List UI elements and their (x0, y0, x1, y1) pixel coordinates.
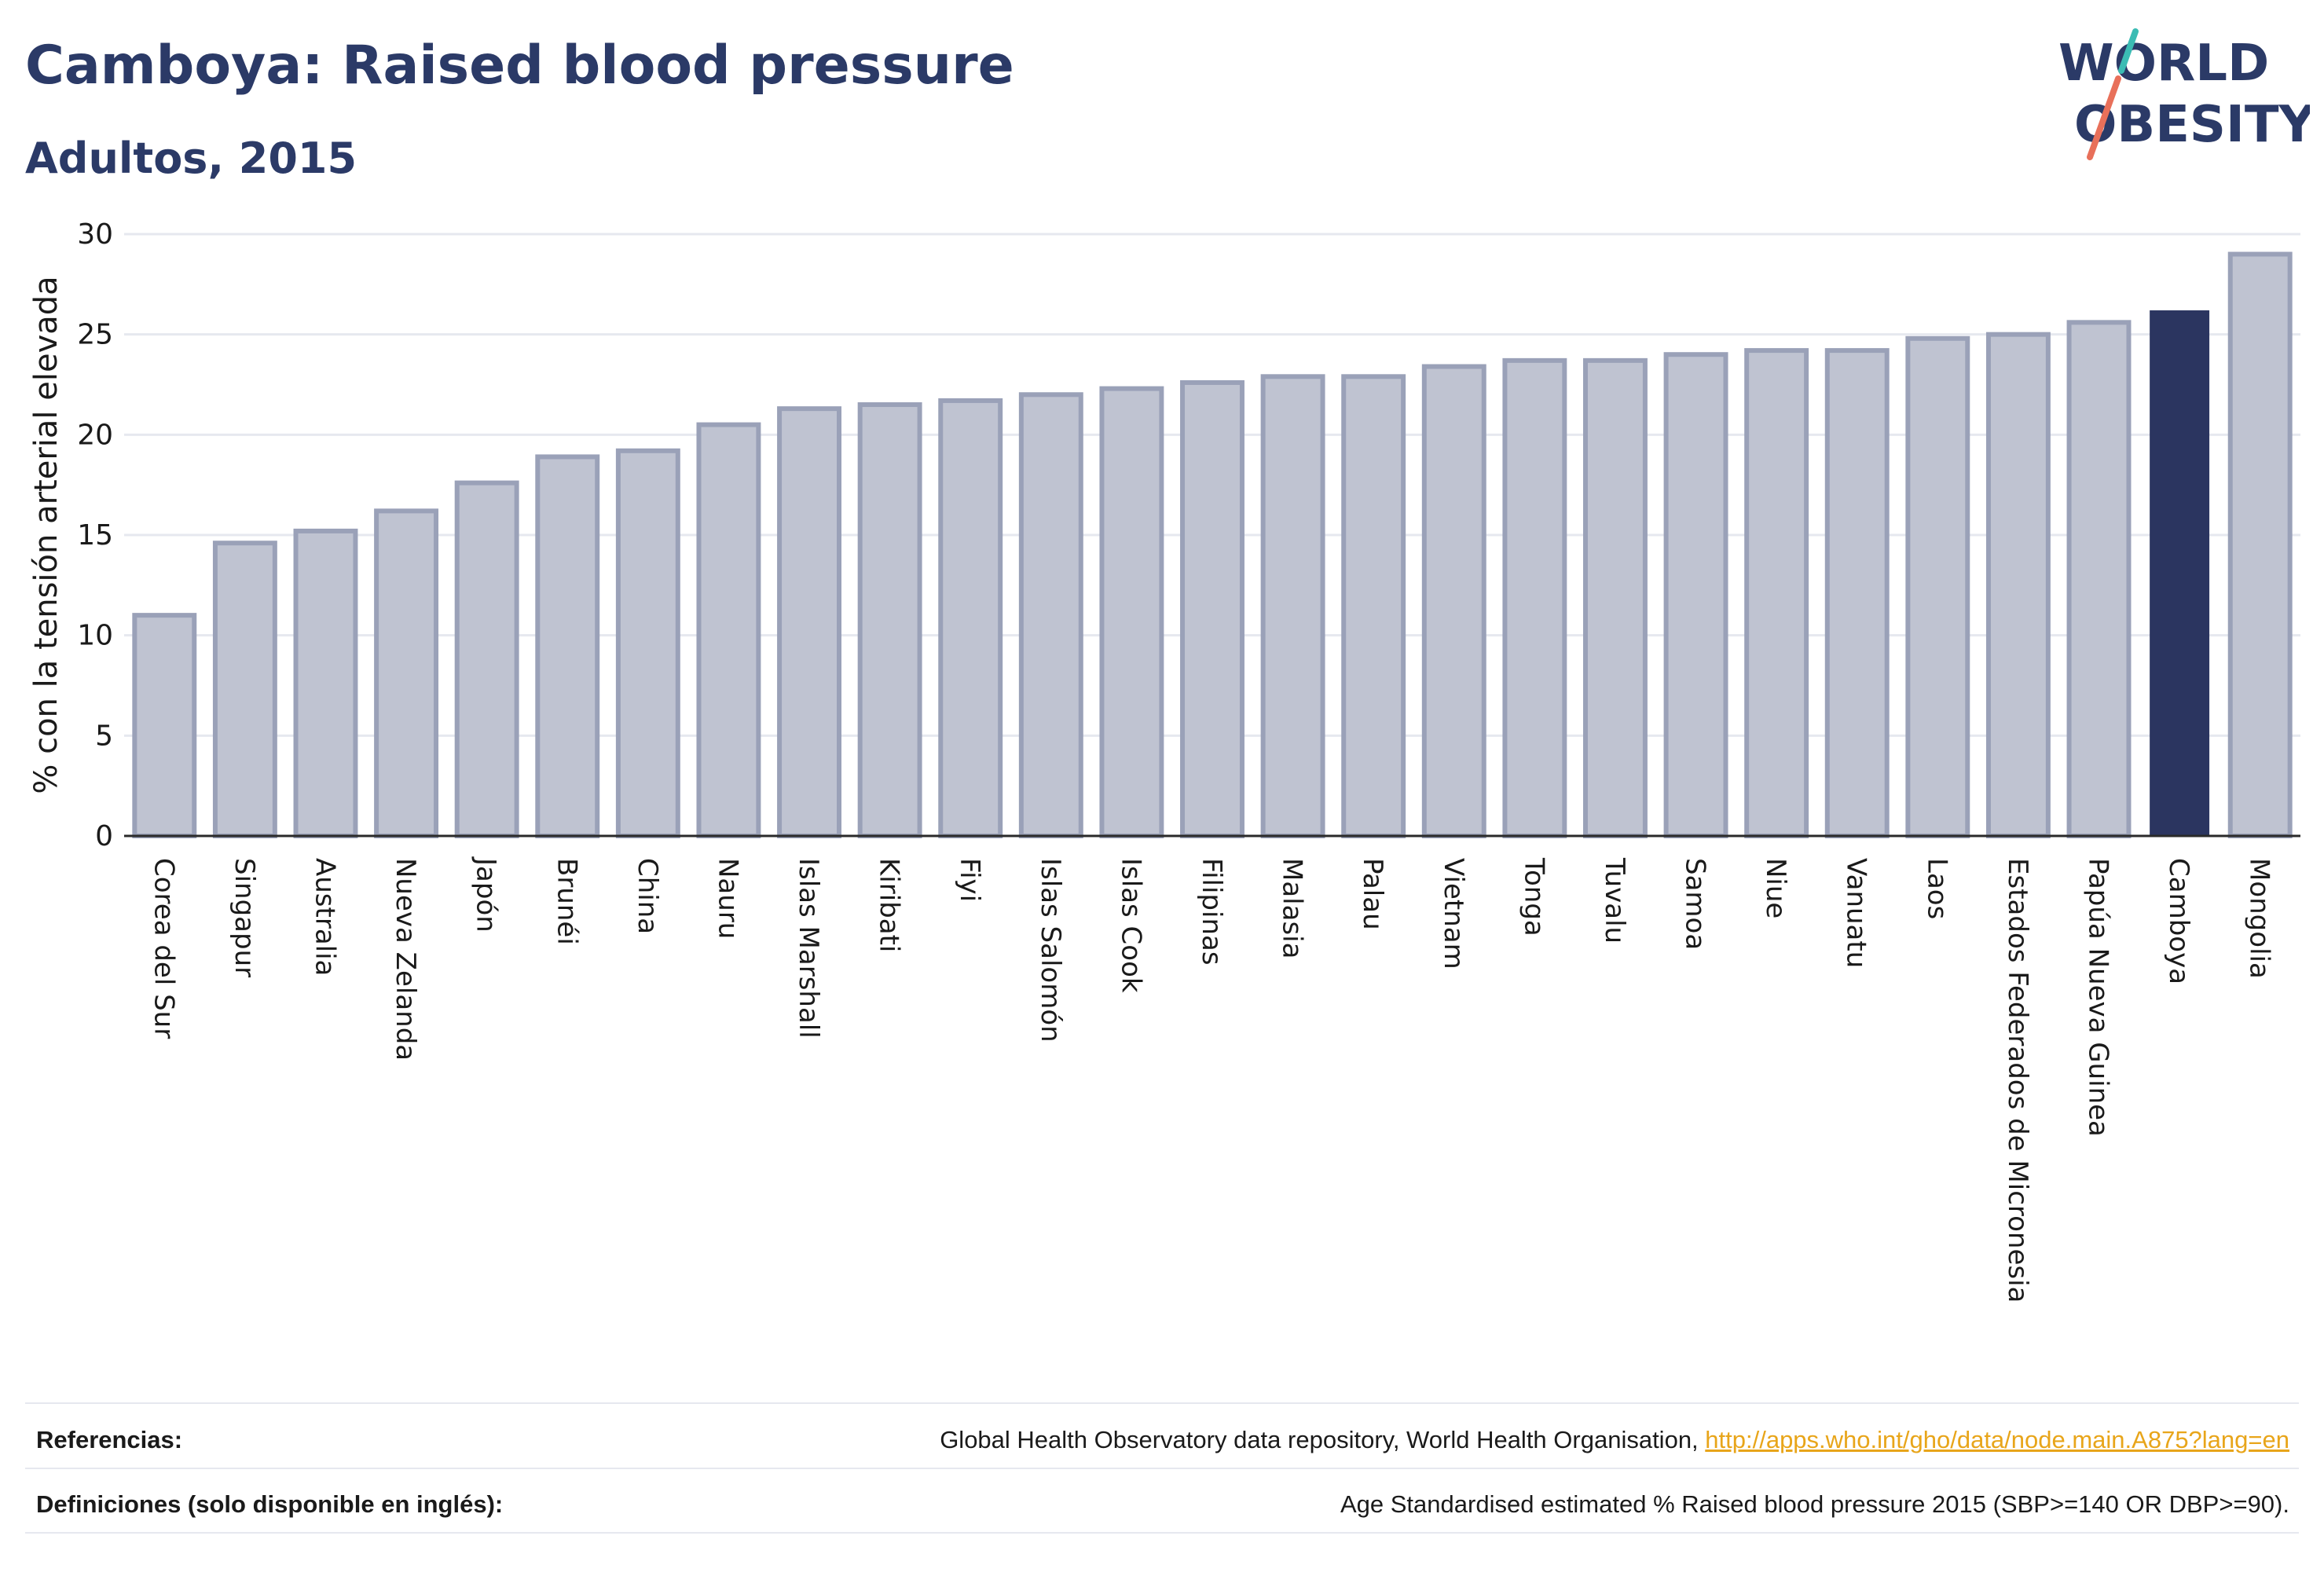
footer-divider-top (25, 1402, 2299, 1404)
chart-title: Camboya: Raised blood pressure (25, 35, 1014, 97)
bar (1502, 357, 1567, 838)
definitions-text: Age Standardised estimated % Raised bloo… (1340, 1490, 2289, 1518)
bar (132, 613, 197, 839)
bar (1905, 335, 1970, 839)
x-tick-label: Islas Marshall (793, 858, 824, 1039)
bar (535, 454, 600, 838)
bar (1824, 348, 1890, 838)
y-tick-label: 5 (95, 720, 113, 752)
bar (1744, 348, 1809, 838)
x-tick-label: Australia (309, 858, 340, 976)
x-tick-label: Corea del Sur (148, 858, 179, 1039)
x-tick-label: Samoa (1680, 858, 1711, 950)
x-tick-label: China (632, 858, 663, 934)
x-tick-label: Vanuatu (1841, 858, 1872, 968)
bar (1260, 374, 1325, 838)
bar (2227, 251, 2293, 838)
world-obesity-logo: WORLD OBESITY (2058, 28, 2310, 160)
chart-subtitle: Adultos, 2015 (25, 134, 357, 183)
bar (1099, 386, 1164, 838)
footer-divider-middle (25, 1468, 2299, 1469)
x-tick-label: Palau (1357, 858, 1388, 930)
bar (293, 528, 358, 838)
bar (938, 398, 1003, 838)
bar (212, 541, 277, 838)
bar (1018, 392, 1083, 838)
x-tick-label: Tuvalu (1599, 857, 1630, 944)
bar (1583, 357, 1648, 838)
x-tick-label: Papúa Nueva Guinea (2083, 858, 2114, 1137)
bar-highlight (2150, 310, 2210, 836)
y-tick-label: 30 (77, 218, 113, 251)
bar-chart: 0 5 10 15 20 25 30 Corea del Sur Singapur Austral… (28, 218, 2300, 1303)
x-tick-label: Islas Cook (1115, 858, 1146, 993)
y-tick-label: 20 (77, 419, 113, 451)
x-tick-label: Camboya (2163, 858, 2194, 984)
references-label: Referencias: (36, 1426, 183, 1453)
x-tick-label: Japón (471, 856, 502, 933)
x-tick-label: Laos (1921, 858, 1952, 919)
references-link[interactable]: http://apps.who.int/gho/data/node.main.A… (1705, 1426, 2289, 1453)
bar (1180, 379, 1244, 838)
footer-divider-bottom (25, 1532, 2299, 1534)
bar (857, 402, 922, 838)
x-tick-label: Islas Salomón (1035, 858, 1066, 1043)
y-tick-label: 10 (77, 620, 113, 652)
references-text: Global Health Observatory data repositor… (940, 1426, 2289, 1454)
x-tick-label: Vietnam (1438, 858, 1469, 969)
x-tick-label: Filipinas (1196, 858, 1227, 966)
bar (374, 508, 439, 838)
y-tick-label: 0 (95, 820, 113, 852)
bar (1421, 364, 1486, 838)
bar (777, 406, 841, 838)
x-tick-label: Estados Federados de Micronesia (2002, 858, 2033, 1303)
bar (454, 480, 519, 838)
bar (696, 422, 761, 838)
x-tick-label: Kiribati (874, 858, 905, 952)
y-axis-title: % con la tensión arterial elevada (28, 276, 64, 793)
bar (1985, 332, 2051, 838)
definitions-label: Definiciones (solo disponible en inglés)… (36, 1490, 504, 1518)
logo-line1: WORLD (2058, 35, 2269, 93)
y-tick-label: 15 (77, 519, 113, 552)
x-tick-label: Fiyi (954, 858, 985, 902)
x-tick-label: Nauru (712, 858, 743, 939)
x-tick-label: Niue (1760, 858, 1791, 918)
x-tick-label: Nueva Zelanda (390, 858, 421, 1061)
x-tick-label: Singapur (229, 858, 260, 977)
x-tick-label: Tonga (1518, 857, 1549, 936)
x-tick-label: Malasia (1277, 858, 1308, 958)
x-tick-label: Mongolia (2244, 858, 2275, 979)
bar (1341, 374, 1406, 838)
bar (2066, 320, 2132, 838)
y-tick-label: 25 (77, 319, 113, 351)
references-source: Global Health Observatory data repositor… (940, 1426, 1706, 1453)
bar (615, 448, 680, 838)
logo-line2: OBESITY (2074, 96, 2310, 154)
x-tick-label: Brunéi (551, 858, 582, 945)
bar (1663, 352, 1728, 838)
